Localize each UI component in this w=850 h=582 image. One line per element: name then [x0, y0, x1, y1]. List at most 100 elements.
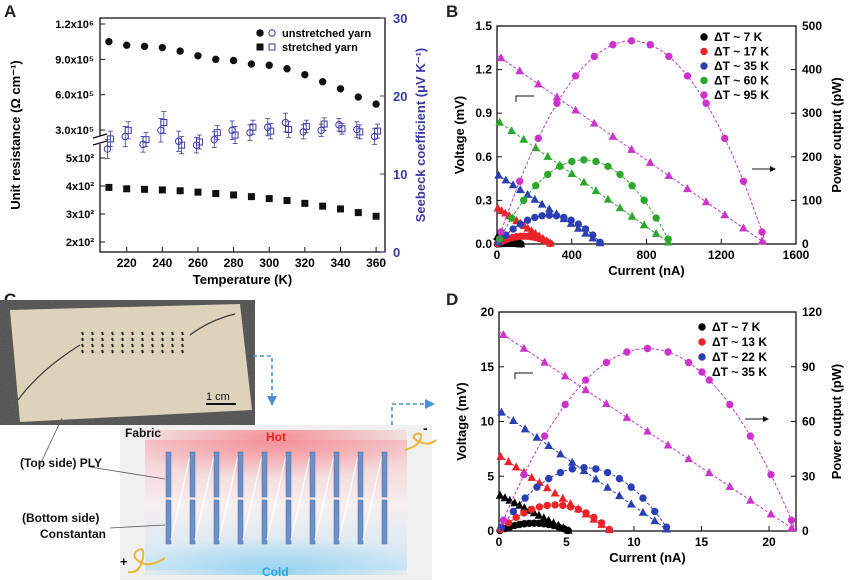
power-point: [520, 470, 528, 479]
resistance-unstretched-point: [123, 41, 131, 49]
voltage-point: [507, 126, 516, 135]
legend-marker-resistance: [256, 29, 264, 37]
power-point: [615, 474, 624, 483]
power-point: [571, 72, 580, 80]
power-point: [551, 501, 559, 509]
stitch-array: [81, 331, 184, 354]
resistance-stretched-point: [336, 205, 344, 213]
legend-label: ΔT ~ 35 K: [712, 365, 767, 379]
voltage-point: [537, 199, 547, 208]
lead-wire-right: [189, 313, 236, 336]
resistance-unstretched-point: [105, 37, 113, 46]
stitch: [81, 343, 84, 348]
connector-diagonal: [338, 455, 359, 541]
resistance-stretched-point: [105, 183, 113, 191]
power-point: [627, 37, 636, 45]
power-point: [639, 494, 647, 502]
stitch: [181, 337, 184, 342]
power-point: [556, 162, 564, 171]
legend-marker: [700, 47, 708, 56]
ply-leg: [333, 451, 340, 498]
resistance-stretched-point: [141, 185, 149, 193]
voltage-point: [497, 407, 506, 416]
power-point: [726, 400, 734, 409]
power-point: [646, 41, 654, 49]
power-point: [535, 503, 544, 511]
seebeck-stretched-point: [338, 125, 346, 133]
voltage-point: [787, 523, 796, 532]
power-fit-curve: [496, 40, 767, 245]
voltage-point: [571, 105, 580, 114]
legend-label: ΔT ~ 7 K: [712, 320, 761, 334]
resistance-stretched-point: [301, 199, 309, 207]
power-point: [544, 170, 552, 179]
power-point: [582, 376, 590, 384]
stitch: [161, 349, 164, 354]
connector-diagonal: [314, 455, 335, 541]
stitch: [111, 331, 114, 336]
voltage-point: [515, 66, 524, 75]
power-point: [580, 156, 588, 164]
power-point: [581, 225, 590, 233]
power-point: [589, 231, 597, 239]
voltage-point: [766, 509, 776, 518]
power-point: [543, 501, 551, 510]
power-point: [664, 235, 672, 243]
power-point: [516, 220, 525, 228]
resistance-stretched-point: [176, 187, 184, 195]
seebeck-stretched-point: [178, 141, 186, 149]
stitch: [91, 337, 94, 342]
voltage-axis-arrow: [515, 95, 534, 102]
stitch: [121, 337, 124, 342]
minus-terminal: -: [423, 420, 428, 436]
voltage-point: [495, 490, 505, 499]
legend-label: stretched yarn: [282, 42, 358, 54]
x-tick-label: 280: [224, 256, 244, 270]
voltage-point: [545, 204, 554, 213]
fabric-device-photo: 1 cm: [0, 300, 255, 425]
x-tick-label: 240: [152, 256, 172, 270]
power-point: [532, 182, 540, 190]
power-point: [664, 348, 672, 356]
y-axis-label: Unit resistance (Ω cm⁻¹): [8, 60, 23, 210]
power-point: [546, 239, 555, 248]
device-schematic: Fabric Hot Cold (Top side) PLY (Bottom s…: [20, 355, 437, 580]
stitch: [171, 337, 174, 342]
voltage-point: [501, 175, 511, 184]
power-point: [592, 465, 600, 473]
flow-arrow-photo: [253, 355, 273, 398]
resistance-unstretched-point: [301, 70, 309, 79]
stitch: [91, 343, 94, 348]
panel-label-b: B: [446, 2, 459, 21]
ply-leg: [261, 451, 268, 498]
power-point: [523, 216, 532, 224]
voltage-point: [626, 499, 636, 508]
power-point: [702, 99, 710, 107]
stitch: [181, 343, 184, 348]
y2-tick-label: 20: [393, 89, 407, 104]
resistance-unstretched-point: [265, 61, 273, 69]
y-tick-label: 20: [481, 305, 495, 319]
resistance-stretched-point: [265, 195, 273, 203]
y2-tick-label: 0: [393, 245, 400, 260]
voltage-point: [645, 157, 655, 166]
y-tick-label: 6.0x10⁵: [55, 90, 94, 102]
x-tick-label: 15: [695, 535, 709, 549]
power-point: [652, 214, 660, 222]
stitch: [151, 349, 154, 354]
y2-tick-label: 0: [802, 524, 809, 538]
x-tick-label: 360: [366, 256, 386, 270]
power-point: [507, 214, 516, 222]
voltage-point: [615, 203, 625, 212]
y-tick-label: 10: [481, 415, 495, 429]
legend-label: ΔT ~ 95 K: [714, 88, 769, 102]
series-group: [497, 407, 671, 533]
x-tick-label: 300: [259, 256, 279, 270]
voltage-point: [704, 468, 714, 477]
wire-plus: [127, 548, 166, 574]
flow-arrowhead-photo: [267, 396, 277, 406]
constantan-label-line2: Constantan: [40, 527, 106, 541]
voltage-point: [639, 220, 649, 229]
voltage-point: [664, 171, 674, 180]
x-axis-label: Current (nA): [609, 550, 686, 565]
